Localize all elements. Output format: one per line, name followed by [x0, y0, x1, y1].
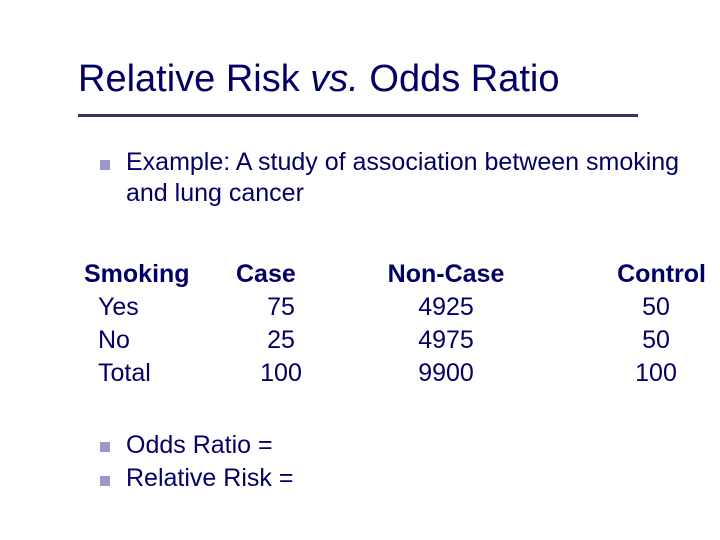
data-table: Smoking Case Non-Case Control Yes 75 492…	[84, 258, 706, 390]
cell-case: 25	[236, 324, 326, 357]
col-header-case: Case	[236, 258, 326, 291]
cell-smoking: Total	[84, 357, 236, 390]
title-text-part1: Relative Risk	[78, 58, 310, 100]
bullet-icon	[100, 442, 110, 452]
table-row: Total 100 9900 100	[84, 357, 706, 390]
cell-control: 50	[566, 291, 706, 324]
bullet-icon	[100, 476, 110, 486]
relative-risk-text: Relative Risk =	[126, 463, 293, 494]
table-row: Yes 75 4925 50	[84, 291, 706, 324]
bullet-icon	[100, 160, 110, 170]
example-text: Example: A study of association between …	[126, 147, 716, 210]
cell-control: 100	[566, 357, 706, 390]
col-header-noncase: Non-Case	[326, 258, 566, 291]
cell-noncase: 4925	[326, 291, 566, 324]
col-header-control: Control	[566, 258, 706, 291]
cell-case: 100	[236, 357, 326, 390]
odds-ratio-text: Odds Ratio =	[126, 430, 273, 461]
cell-noncase: 9900	[326, 357, 566, 390]
cell-case: 75	[236, 291, 326, 324]
title-underline	[78, 114, 638, 117]
title-text-italic: vs.	[310, 58, 359, 100]
col-header-smoking: Smoking	[84, 258, 236, 291]
slide: Relative Risk vs. Odds Ratio Example: A …	[0, 0, 720, 540]
table-row: No 25 4975 50	[84, 324, 706, 357]
cell-smoking: No	[84, 324, 236, 357]
slide-title: Relative Risk vs. Odds Ratio	[78, 58, 560, 101]
cell-control: 50	[566, 324, 706, 357]
cell-smoking: Yes	[84, 291, 236, 324]
table-header-row: Smoking Case Non-Case Control	[84, 258, 706, 291]
cell-noncase: 4975	[326, 324, 566, 357]
title-text-part2: Odds Ratio	[359, 58, 560, 100]
